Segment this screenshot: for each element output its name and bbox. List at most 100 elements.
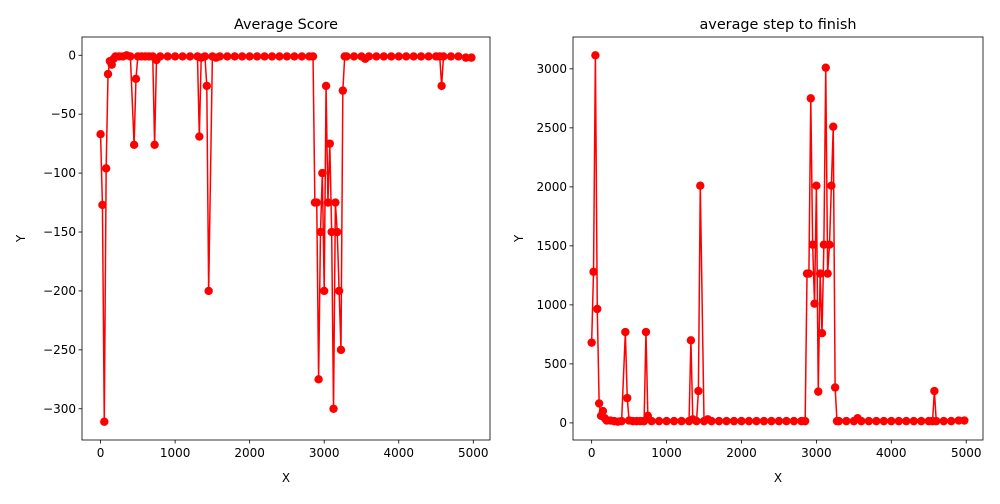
- data-point: [202, 81, 211, 91]
- data-point: [416, 52, 426, 61]
- y-tick-label: 2500: [536, 121, 567, 135]
- data-point: [98, 200, 107, 210]
- data-point: [879, 416, 889, 426]
- data-point: [223, 52, 232, 61]
- data-point: [641, 327, 651, 337]
- data-point: [932, 416, 941, 426]
- data-point: [100, 417, 109, 426]
- data-point: [810, 299, 819, 308]
- data-point: [714, 416, 724, 426]
- data-point: [333, 227, 342, 237]
- data-point: [939, 416, 948, 426]
- data-point: [454, 52, 463, 61]
- data-point: [752, 416, 761, 426]
- data-point: [812, 181, 821, 190]
- data-point: [654, 416, 664, 426]
- data-point: [308, 52, 318, 61]
- data-point: [409, 52, 418, 61]
- x-tick-label: 2000: [234, 446, 265, 460]
- y-tick-label: 1000: [536, 298, 567, 312]
- data-point: [195, 132, 204, 141]
- data-point: [759, 416, 769, 426]
- y-tick-label: −300: [43, 402, 76, 416]
- data-point: [200, 52, 210, 61]
- y-tick-label: 3000: [536, 62, 567, 76]
- data-point: [372, 52, 381, 61]
- data-point: [338, 86, 348, 95]
- data-point: [312, 198, 321, 207]
- y-tick-label: −150: [43, 225, 76, 239]
- data-point: [387, 52, 396, 61]
- data-point: [804, 269, 814, 278]
- data-point: [126, 52, 135, 61]
- y-tick-label: 500: [544, 357, 567, 371]
- chart-title: Average Score: [234, 17, 338, 33]
- data-point: [394, 52, 403, 61]
- data-point: [917, 416, 926, 426]
- data-line: [590, 55, 965, 423]
- data-point: [696, 181, 705, 190]
- data-point: [872, 416, 881, 426]
- data-point: [424, 52, 433, 61]
- data-point: [245, 52, 254, 61]
- x-tick-label: 0: [97, 446, 105, 460]
- data-point: [830, 383, 840, 392]
- x-tick-label: 5000: [951, 446, 982, 460]
- data-point: [800, 416, 810, 426]
- data-point: [282, 52, 292, 61]
- data-point: [402, 52, 411, 61]
- data-point: [297, 52, 307, 61]
- data-point: [722, 416, 731, 426]
- x-tick-label: 3000: [309, 446, 340, 460]
- data-point: [808, 240, 817, 249]
- data-point: [290, 52, 299, 61]
- data-point: [767, 416, 776, 426]
- data-point: [379, 52, 389, 61]
- y-tick-label: −200: [43, 284, 76, 298]
- data-point: [774, 416, 784, 426]
- y-tick-label: 2000: [536, 180, 567, 194]
- data-point: [825, 240, 834, 249]
- data-point: [150, 140, 159, 150]
- data-point: [594, 399, 604, 408]
- data-point: [316, 227, 325, 237]
- data-point: [827, 181, 836, 190]
- x-tick-label: 4000: [876, 446, 907, 460]
- data-point: [318, 168, 327, 178]
- data-point: [163, 52, 172, 61]
- data-point: [593, 304, 602, 314]
- x-tick-label: 3000: [801, 446, 832, 460]
- data-point: [669, 416, 679, 426]
- data-point: [260, 52, 269, 61]
- y-tick-label: −50: [51, 107, 76, 121]
- data-point: [349, 52, 359, 61]
- data-point: [170, 52, 180, 61]
- data-point: [737, 416, 746, 426]
- data-point: [894, 416, 903, 426]
- x-axis-label: X: [774, 471, 782, 485]
- data-point: [131, 74, 141, 84]
- data-point: [321, 81, 331, 91]
- data-point: [329, 404, 338, 413]
- data-point: [817, 329, 827, 338]
- x-tick-label: 1000: [651, 446, 682, 460]
- data-point: [446, 52, 456, 61]
- data-point: [623, 393, 632, 403]
- y-tick-label: 1500: [536, 239, 567, 253]
- data-point: [782, 416, 791, 426]
- data-line: [99, 54, 472, 422]
- data-point: [439, 52, 448, 61]
- data-point: [267, 52, 277, 61]
- data-point: [336, 345, 346, 355]
- y-tick-label: 0: [68, 48, 76, 62]
- data-point: [364, 52, 374, 61]
- y-axis-label: Y: [512, 234, 526, 243]
- data-point: [617, 416, 626, 426]
- data-point: [960, 416, 969, 425]
- data-point: [647, 416, 656, 426]
- axes-frame: [572, 36, 984, 441]
- x-tick-label: 0: [588, 446, 596, 460]
- data-point: [621, 327, 630, 337]
- data-point: [707, 416, 716, 426]
- data-point: [275, 52, 284, 61]
